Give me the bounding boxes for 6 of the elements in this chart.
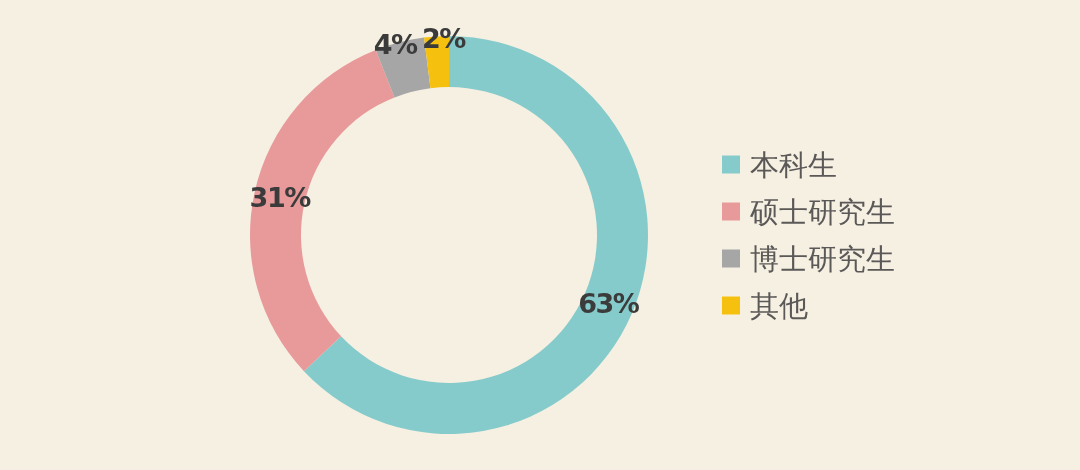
legend-label: 其他: [750, 288, 808, 323]
data-label: 2%: [421, 22, 467, 54]
legend-label: 本科生: [750, 147, 837, 182]
legend-label: 硕士研究生: [749, 194, 895, 229]
legend-label: 博士研究生: [750, 241, 895, 276]
data-label: 31%: [249, 181, 312, 213]
